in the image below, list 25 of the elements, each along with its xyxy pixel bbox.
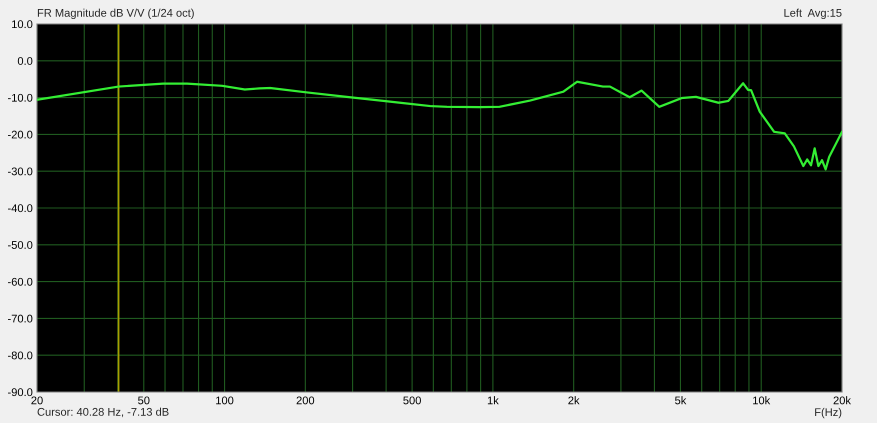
y-tick-label: -60.0 [8,278,32,286]
y-tick-label: -40.0 [8,204,32,212]
x-tick-label: 5k [675,396,686,404]
x-tick-label: 100 [216,396,234,404]
x-tick-label: 20 [31,396,43,404]
y-tick-label: 0.0 [18,57,32,65]
y-tick-label: -90.0 [8,388,32,396]
y-tick-label: -20.0 [8,130,32,139]
x-tick-label: 50 [138,396,150,404]
y-tick-label: -80.0 [8,351,32,360]
x-tick-label: 2k [568,396,580,404]
x-tick-label: 1k [488,396,499,404]
y-tick-label: 10.0 [12,20,32,28]
chart-title: FR Magnitude dB V/V (1/24 oct) [38,8,194,19]
x-tick-label: 200 [296,396,314,404]
text: Cursor: 40.28 Hz, -7.13 dB [38,408,169,418]
y-tick-label: -50.0 [8,241,32,249]
text: Left Avg:15 [784,8,842,19]
y-tick-label: -70.0 [8,314,32,323]
y-tick-label: -10.0 [8,94,32,102]
x-axis-title: F(Hz) [815,408,842,418]
x-tick-label: 20k [834,396,851,404]
x-tick-label: 10k [753,396,770,404]
y-tick-label: -30.0 [8,167,32,176]
x-tick-label: 500 [403,396,421,404]
